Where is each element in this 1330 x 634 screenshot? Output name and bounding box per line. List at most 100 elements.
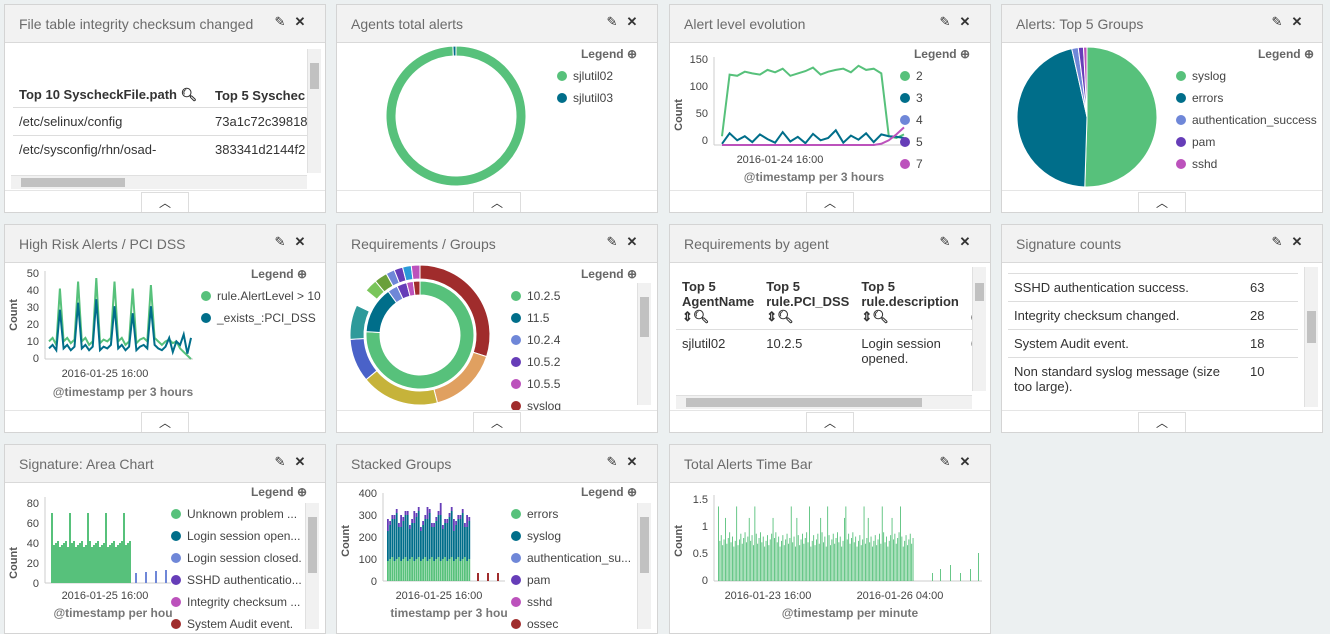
bar[interactable] xyxy=(862,539,864,581)
bar[interactable] xyxy=(818,543,820,581)
bar-segment[interactable] xyxy=(424,519,427,557)
bar-segment[interactable] xyxy=(406,561,409,581)
bar-segment[interactable] xyxy=(448,517,451,559)
legend-toggle[interactable]: Legend ⊕ xyxy=(250,485,307,499)
legend-item[interactable]: syslog xyxy=(1176,65,1320,87)
bar[interactable] xyxy=(901,536,903,581)
bar-segment[interactable] xyxy=(433,561,435,581)
pencil-icon[interactable]: ✎ xyxy=(606,454,618,469)
bar[interactable] xyxy=(775,532,777,581)
legend-toggle[interactable]: Legend ⊕ xyxy=(250,267,307,281)
donut-slice[interactable] xyxy=(385,45,527,187)
legend-toggle[interactable]: Legend ⊕ xyxy=(580,267,637,281)
bar[interactable] xyxy=(879,533,880,581)
bar[interactable] xyxy=(739,539,740,581)
bar[interactable] xyxy=(718,506,719,581)
bar[interactable] xyxy=(911,543,913,581)
bar-segment[interactable] xyxy=(420,527,422,531)
bar[interactable] xyxy=(886,536,887,581)
bar[interactable] xyxy=(788,543,789,581)
bar[interactable] xyxy=(797,535,799,581)
bar[interactable] xyxy=(846,539,848,581)
bar-segment[interactable] xyxy=(428,509,431,513)
bar-segment[interactable] xyxy=(409,559,411,581)
bar[interactable] xyxy=(733,546,735,581)
bar-segment[interactable] xyxy=(442,525,444,529)
bar-segment[interactable] xyxy=(437,511,440,515)
legend-item[interactable]: sshd xyxy=(1176,153,1320,175)
bar[interactable] xyxy=(726,543,728,581)
pie-slice[interactable] xyxy=(1016,48,1088,188)
bar[interactable] xyxy=(902,546,904,581)
bar[interactable] xyxy=(755,533,757,581)
bar[interactable] xyxy=(807,542,809,581)
bar-segment[interactable] xyxy=(415,513,418,517)
bar-segment[interactable] xyxy=(387,519,389,531)
bar[interactable] xyxy=(858,540,859,581)
bar[interactable] xyxy=(887,546,889,581)
bar-segment[interactable] xyxy=(435,559,438,581)
bar-segment[interactable] xyxy=(395,513,398,559)
bar[interactable] xyxy=(978,553,979,581)
legend-toggle[interactable]: Legend ⊕ xyxy=(580,485,637,499)
bar[interactable] xyxy=(837,532,838,581)
bar-segment[interactable] xyxy=(406,511,409,515)
bar[interactable] xyxy=(753,545,754,581)
bar-segment[interactable] xyxy=(402,517,405,521)
bar[interactable] xyxy=(730,542,732,581)
legend-item[interactable]: errors xyxy=(511,503,637,525)
bar-segment[interactable] xyxy=(409,525,411,529)
pencil-icon[interactable]: ✎ xyxy=(606,14,618,29)
legend-item[interactable]: authentication_success xyxy=(1176,109,1320,131)
bar-segment[interactable] xyxy=(389,559,391,581)
bar[interactable] xyxy=(950,565,951,581)
legend-item[interactable]: Integrity checksum ... xyxy=(171,591,307,613)
bar[interactable] xyxy=(907,545,908,581)
legend-item[interactable]: 7 xyxy=(900,153,970,175)
bar[interactable] xyxy=(814,545,816,581)
bar-segment[interactable] xyxy=(413,561,416,581)
bar[interactable] xyxy=(932,573,933,581)
pencil-icon[interactable]: ✎ xyxy=(274,454,286,469)
bar[interactable] xyxy=(869,542,871,581)
bar[interactable] xyxy=(802,533,803,581)
legend-item[interactable]: 3 xyxy=(900,87,970,109)
bar-segment[interactable] xyxy=(468,559,471,581)
bar[interactable] xyxy=(743,538,745,581)
bar[interactable] xyxy=(832,533,834,581)
bar-segment[interactable] xyxy=(398,523,400,527)
bar-segment[interactable] xyxy=(450,507,453,511)
close-icon[interactable]: ✕ xyxy=(959,14,971,29)
bar[interactable] xyxy=(789,538,791,581)
bar[interactable] xyxy=(723,539,725,581)
pencil-icon[interactable]: ✎ xyxy=(274,234,286,249)
bar[interactable] xyxy=(876,545,878,581)
bar-segment[interactable] xyxy=(464,523,466,527)
bar-segment[interactable] xyxy=(428,559,431,581)
chevron-up-icon[interactable]: ︿ xyxy=(141,412,189,432)
close-icon[interactable]: ✕ xyxy=(626,234,638,249)
legend-scrollbar[interactable] xyxy=(305,503,319,629)
bar[interactable] xyxy=(806,532,808,581)
bar[interactable] xyxy=(750,540,752,581)
bar[interactable] xyxy=(912,538,914,581)
bar[interactable] xyxy=(810,546,812,581)
bar[interactable] xyxy=(774,538,775,581)
bar[interactable] xyxy=(758,538,760,581)
bar-segment[interactable] xyxy=(395,559,398,581)
legend-item[interactable]: 10.2.5 xyxy=(511,285,637,307)
bar-segment[interactable] xyxy=(391,519,394,557)
bar[interactable] xyxy=(767,535,768,581)
bar-segment[interactable] xyxy=(464,527,466,557)
bar-segment[interactable] xyxy=(487,573,489,581)
legend-item[interactable]: SSHD authenticatio... xyxy=(171,569,307,591)
series-line[interactable] xyxy=(48,299,192,356)
bar-segment[interactable] xyxy=(435,517,438,521)
legend-item[interactable]: pam xyxy=(511,569,637,591)
bar[interactable] xyxy=(828,535,830,581)
bar-segment[interactable] xyxy=(455,525,457,559)
close-icon[interactable]: ✕ xyxy=(959,234,971,249)
bar-segment[interactable] xyxy=(466,527,468,561)
bar-segment[interactable] xyxy=(391,515,394,519)
bar-segment[interactable] xyxy=(444,523,446,557)
